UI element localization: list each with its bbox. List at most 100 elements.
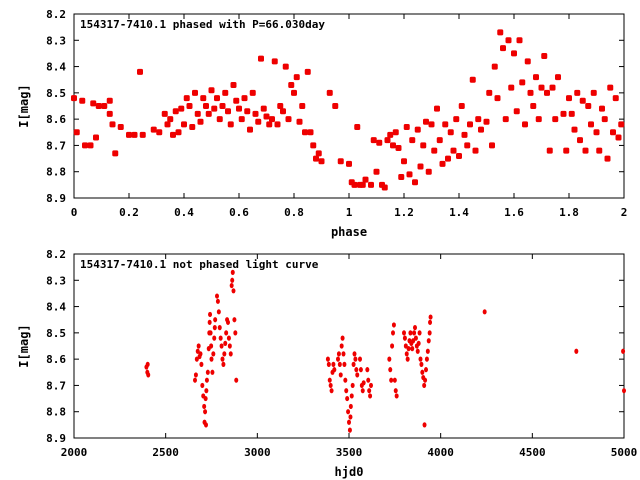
top-data-point — [618, 121, 625, 128]
top-data-point — [293, 74, 300, 81]
bottom-data-point — [344, 388, 349, 394]
top-data-point — [307, 129, 314, 136]
bottom-data-point — [223, 340, 228, 346]
top-data-point — [560, 110, 567, 117]
bottom-x-tick-label: 2000 — [61, 446, 88, 459]
top-y-tick-label: 8.5 — [46, 87, 66, 100]
bottom-data-point — [358, 356, 362, 362]
bottom-data-point — [215, 298, 220, 304]
top-data-point — [464, 142, 471, 149]
bottom-data-point — [622, 388, 626, 394]
bottom-data-point — [229, 282, 234, 289]
top-data-point — [313, 155, 319, 162]
top-data-point — [139, 131, 146, 138]
top-data-point — [486, 89, 493, 96]
bottom-data-point — [412, 330, 417, 336]
top-data-point — [596, 147, 603, 154]
top-data-point — [167, 116, 174, 123]
top-data-point — [590, 89, 597, 96]
bottom-data-point — [355, 372, 360, 378]
top-data-point — [194, 110, 201, 117]
bottom-data-point — [423, 377, 428, 383]
top-data-point — [489, 142, 495, 149]
top-data-point — [546, 147, 553, 154]
top-data-point — [255, 118, 262, 125]
bottom-data-point — [428, 319, 433, 325]
bottom-data-point — [209, 356, 214, 362]
top-data-point — [205, 110, 212, 117]
top-data-point — [161, 110, 168, 117]
bottom-data-point — [341, 351, 346, 357]
bottom-data-point — [228, 351, 233, 357]
top-data-point — [571, 126, 578, 133]
bottom-data-point — [345, 395, 350, 402]
bottom-data-point — [205, 369, 210, 375]
top-data-point — [225, 108, 231, 115]
top-data-point — [90, 100, 97, 107]
top-y-tick-label: 8.2 — [46, 8, 66, 21]
top-data-point — [599, 105, 605, 112]
top-data-point — [178, 105, 185, 112]
bottom-data-point — [227, 343, 232, 349]
bottom-data-point — [220, 356, 225, 362]
bottom-data-point — [204, 422, 208, 428]
top-data-point — [439, 160, 446, 167]
bottom-data-point — [198, 351, 203, 357]
bottom-y-tick-label: 8.5 — [46, 327, 66, 340]
bottom-data-point — [403, 343, 408, 349]
bottom-data-point — [325, 356, 330, 362]
top-data-point — [497, 29, 504, 36]
top-data-point — [516, 37, 523, 44]
top-data-point — [395, 145, 402, 152]
bottom-data-point — [221, 361, 226, 367]
bottom-data-point — [391, 330, 395, 336]
top-x-tick-label: 1.2 — [394, 206, 414, 219]
top-data-point — [211, 105, 218, 112]
bottom-x-tick-label: 3500 — [336, 446, 363, 459]
top-data-point — [552, 116, 559, 123]
top-data-point — [566, 95, 572, 102]
bottom-y-tick-label: 8.4 — [46, 301, 66, 314]
top-data-point — [172, 108, 179, 115]
bottom-data-point — [204, 377, 209, 383]
top-data-point — [513, 108, 520, 115]
top-data-point — [73, 129, 80, 136]
bottom-y-axis-label: I[mag] — [17, 324, 31, 367]
bottom-data-point — [234, 377, 239, 383]
top-data-point — [447, 129, 454, 136]
top-data-point — [519, 79, 526, 86]
top-data-point — [549, 84, 556, 91]
top-data-point — [610, 129, 616, 136]
bottom-data-point — [410, 346, 415, 352]
top-data-point — [381, 184, 388, 191]
top-x-tick-label: 0.2 — [119, 206, 139, 219]
bottom-data-point — [388, 367, 393, 373]
top-data-point — [469, 76, 476, 83]
top-data-point — [131, 131, 138, 138]
bottom-data-point — [352, 351, 357, 357]
bottom-data-point — [196, 343, 201, 349]
top-data-point — [79, 97, 86, 104]
bottom-data-point — [232, 317, 237, 323]
top-data-point — [585, 103, 592, 109]
top-data-point — [332, 103, 339, 109]
bottom-data-point — [360, 388, 365, 394]
top-data-point — [442, 121, 449, 128]
top-plot-frame — [73, 13, 625, 199]
bottom-data-point — [422, 422, 427, 428]
top-data-point — [601, 116, 608, 123]
bottom-chart-title: 154317-7410.1 not phased light curve — [80, 258, 319, 271]
bottom-data-point — [217, 325, 222, 331]
bottom-data-point — [418, 356, 423, 362]
bottom-data-point — [387, 356, 392, 362]
top-data-point — [249, 89, 256, 96]
bottom-data-point — [366, 377, 371, 383]
top-data-point — [302, 129, 308, 136]
bottom-x-tick-label: 2500 — [152, 446, 179, 459]
top-y-tick-label: 8.3 — [46, 34, 66, 47]
top-y-tick-label: 8.8 — [46, 166, 66, 179]
bottom-data-point — [415, 348, 420, 354]
bottom-data-point — [621, 348, 626, 354]
bottom-data-point — [224, 330, 229, 336]
